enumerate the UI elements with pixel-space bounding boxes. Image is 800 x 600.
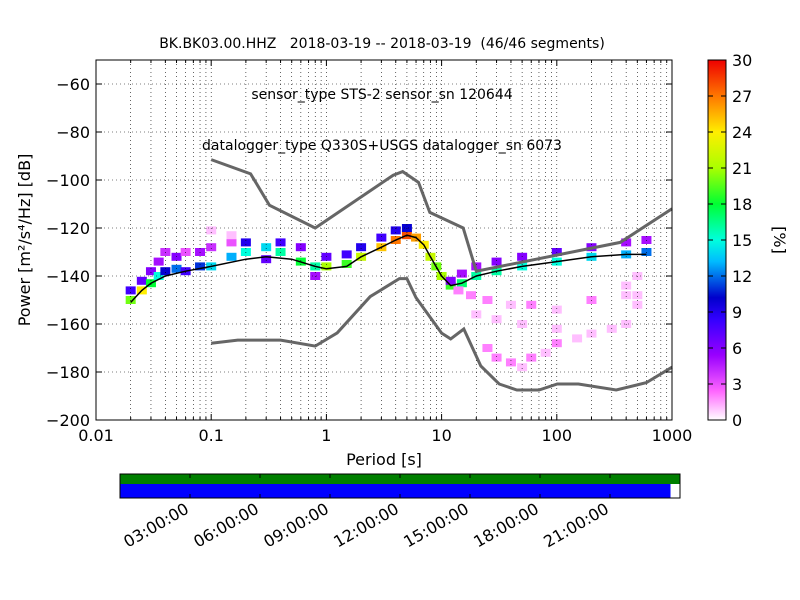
psd-cell: [466, 291, 477, 300]
psd-cell: [572, 334, 583, 343]
chart-title: BK.BK03.00.HHZ 2018-03-19 -- 2018-03-19 …: [0, 2, 764, 172]
psd-cell: [226, 238, 237, 247]
colorbar-tick-label: 21: [732, 159, 752, 178]
psd-cell: [226, 231, 237, 240]
psd-cell: [145, 267, 156, 276]
timeline-tick-label: 21:00:00: [540, 499, 612, 551]
psd-cell: [621, 238, 632, 247]
y-tick-label: −200: [46, 411, 90, 430]
timeline-tick-label: 03:00:00: [120, 499, 192, 551]
colorbar-tick-label: 30: [732, 51, 752, 70]
psd-cell: [390, 226, 401, 235]
timeline-tick-label: 12:00:00: [330, 499, 402, 551]
psd-cell: [471, 310, 482, 319]
psd-cell: [505, 358, 516, 367]
psd-cell: [295, 243, 306, 252]
timeline-segments-bar: [120, 474, 680, 484]
colorbar-label: [%]: [770, 226, 789, 254]
noise-model-high: [210, 158, 673, 273]
psd-cell: [445, 276, 456, 285]
title-line-1: BK.BK03.00.HHZ 2018-03-19 -- 2018-03-19 …: [159, 36, 605, 52]
colorbar-tick-label: 3: [732, 375, 742, 394]
psd-cell: [136, 276, 147, 285]
colorbar-tick-label: 24: [732, 123, 752, 142]
psd-cell: [586, 329, 597, 338]
x-tick-label: 10: [431, 426, 451, 445]
y-tick-label: −80: [56, 123, 90, 142]
timeline-coverage-bar: [120, 484, 671, 498]
psd-cell: [195, 262, 206, 271]
psd-cell: [321, 262, 332, 271]
noise-model-low: [211, 277, 673, 392]
mean-psd-line: [130, 234, 647, 303]
psd-cell: [153, 272, 164, 280]
psd-cell: [491, 315, 502, 324]
noise-models: [210, 158, 673, 392]
axes: 0.01 0.1 1 10 100 1000 −200 −180 −160 −140 −120 −10…: [46, 60, 692, 445]
psd-cell: [125, 286, 136, 295]
psd-cell: [160, 267, 171, 276]
timeline-tick-label: 09:00:00: [260, 499, 332, 551]
psd-cell: [491, 353, 502, 362]
title-line-3: datalogger_type Q330S+USGS datalogger_sn…: [202, 138, 562, 154]
psd-cell: [206, 226, 217, 235]
y-tick-label: −160: [46, 315, 90, 334]
colorbar-tick-label: 6: [732, 339, 742, 358]
title-line-2: sensor_type STS-2 sensor_sn 120644: [251, 87, 513, 103]
timeline-tick-label: 06:00:00: [190, 499, 262, 551]
psd-cell: [621, 291, 632, 300]
psd-cell: [526, 353, 537, 362]
psd-cell: [206, 243, 217, 252]
colorbar-tick-label: 12: [732, 267, 752, 286]
x-tick-label: 1: [321, 426, 331, 445]
psd-cell: [356, 243, 367, 252]
colorbar-tick-label: 0: [732, 411, 742, 430]
psd-heatmap: [125, 224, 652, 372]
y-axis-label: Power [m²/s⁴/Hz] [dB]: [15, 154, 34, 327]
psd-cell: [341, 250, 352, 259]
psd-cell: [551, 339, 562, 348]
psd-cell: [261, 255, 272, 264]
y-tick-label: −100: [46, 171, 90, 190]
y-tick-label: −180: [46, 363, 90, 382]
y-tick-label: −140: [46, 267, 90, 286]
x-tick-label: 100: [542, 426, 573, 445]
y-tick-label: −120: [46, 219, 90, 238]
mean-psd: [130, 234, 647, 303]
psd-cell: [632, 291, 643, 300]
colorbar-tick-label: 18: [732, 195, 752, 214]
psd-cell: [456, 269, 467, 278]
psd-cell: [261, 243, 272, 252]
psd-cell: [240, 238, 251, 247]
psd-cell: [621, 281, 632, 290]
timeline-tick-label: 15:00:00: [400, 499, 472, 551]
psd-cell: [482, 296, 493, 304]
colorbar-tick-label: 9: [732, 303, 742, 322]
psd-cell: [517, 363, 528, 372]
plot-frame: [95, 59, 673, 421]
psd-cell: [453, 286, 464, 295]
psd-cell: [275, 238, 286, 247]
psd-cell: [376, 233, 387, 242]
psd-cell: [341, 260, 352, 268]
y-tick-label: −60: [56, 75, 90, 94]
x-tick-label: 0.1: [198, 426, 223, 445]
psd-cell: [491, 257, 502, 266]
x-tick-label: 1000: [652, 426, 693, 445]
timeline-tick-label: 18:00:00: [470, 499, 542, 551]
psd-cell: [226, 252, 237, 261]
colorbar-ticks: 0 3 6 9 12 15 18 21 24 27 30: [708, 51, 752, 430]
colorbar-tick-label: 15: [732, 231, 752, 250]
x-axis-label: Period [s]: [346, 450, 422, 469]
x-tick-label: 0.01: [78, 426, 114, 445]
psd-cell: [551, 305, 562, 314]
colorbar-tick-label: 27: [732, 87, 752, 106]
psd-cell: [482, 344, 493, 352]
psd-cell: [153, 257, 164, 266]
